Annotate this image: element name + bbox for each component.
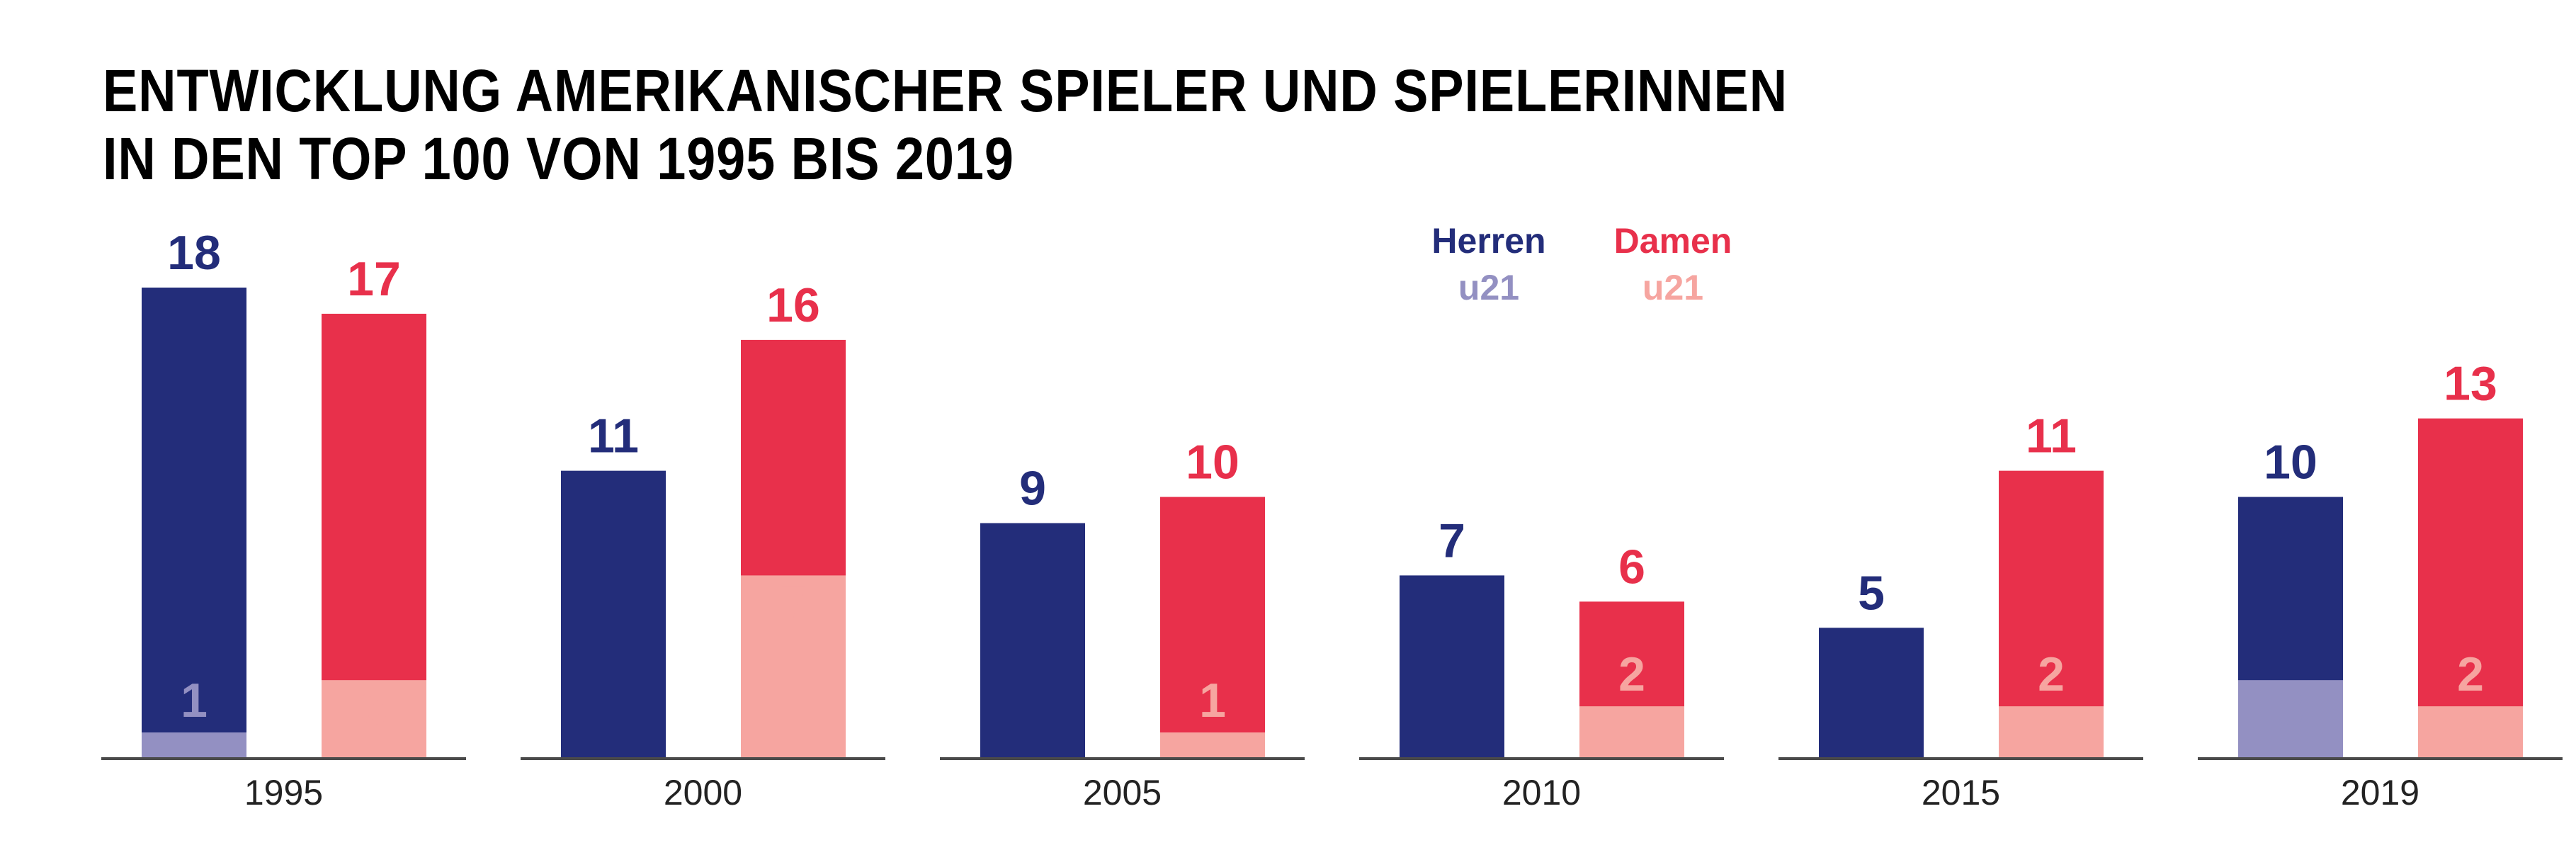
- value-label-herren-2005: 9: [1019, 462, 1046, 516]
- bar-damen-u21-2005: [1160, 732, 1265, 759]
- bar-damen-u21-2019: [2418, 706, 2523, 759]
- legend: Herren u21 Damen u21: [1431, 221, 1732, 307]
- value-label-damen-2010: 6: [1618, 540, 1645, 594]
- x-tick-label-2019: 2019: [2341, 773, 2419, 812]
- value-label-herren-2000: 11: [588, 409, 639, 463]
- bar-herren-2005: [980, 523, 1085, 759]
- legend-damen-u21: u21: [1642, 268, 1703, 307]
- bar-damen-u21-2010: [1579, 706, 1684, 759]
- bar-herren-2010: [1400, 575, 1504, 759]
- value-label-damen-2000: 16: [766, 278, 820, 332]
- value-label-herren-u21-1995: 1: [181, 674, 208, 727]
- x-tick-label-1995: 1995: [244, 773, 323, 812]
- bar-herren-u21-1995: [142, 732, 246, 759]
- title-line-2: IN DEN TOP 100 VON 1995 BIS 2019: [103, 125, 1014, 192]
- value-label-damen-u21-2005: 1: [1199, 674, 1226, 727]
- bar-damen-2005: [1160, 497, 1265, 759]
- x-tick-label-2005: 2005: [1083, 773, 1162, 812]
- bar-herren-u21-2019: [2238, 680, 2343, 759]
- labels-layer: 1995 18 1 17 3 2000 11 16 7 2005 9 10 1 2010 7 6 2 2015 5 1…: [167, 226, 2497, 812]
- bar-damen-2019: [2418, 418, 2523, 759]
- value-label-damen-u21-2019: 2: [2457, 647, 2484, 701]
- legend-herren: Herren: [1431, 221, 1545, 261]
- x-tick-label-2000: 2000: [664, 773, 742, 812]
- bar-damen-u21-2000: [741, 575, 846, 759]
- value-label-herren-2015: 5: [1858, 566, 1885, 620]
- bar-herren-1995: [142, 288, 246, 759]
- value-label-herren-2019: 10: [2264, 436, 2317, 489]
- value-label-herren-1995: 18: [167, 226, 221, 280]
- value-label-damen-2015: 11: [2026, 409, 2077, 463]
- bar-damen-u21-2015: [1999, 706, 2104, 759]
- bar-herren-2015: [1819, 628, 1924, 759]
- chart-title: ENTWICKLUNG AMERIKANISCHER SPIELER UND S…: [103, 57, 1788, 193]
- bar-damen-u21-1995: [322, 680, 426, 759]
- x-tick-label-2015: 2015: [1922, 773, 2000, 812]
- legend-damen: Damen: [1614, 221, 1732, 261]
- legend-herren-u21: u21: [1458, 268, 1519, 307]
- value-label-herren-2010: 7: [1439, 514, 1465, 567]
- value-label-herren-u21-2019: 3: [2277, 681, 2304, 735]
- bars-layer: [142, 288, 2523, 759]
- value-label-damen-2019: 13: [2444, 357, 2497, 411]
- x-tick-label-2010: 2010: [1502, 773, 1581, 812]
- value-label-damen-u21-2010: 2: [1618, 647, 1645, 701]
- bar-herren-2000: [561, 470, 666, 759]
- value-label-damen-u21-2000: 7: [780, 576, 807, 630]
- value-label-damen-2005: 10: [1186, 436, 1239, 489]
- title-line-1: ENTWICKLUNG AMERIKANISCHER SPIELER UND S…: [103, 57, 1788, 124]
- value-label-damen-1995: 17: [347, 252, 401, 306]
- value-label-damen-u21-2015: 2: [2038, 647, 2065, 701]
- value-label-damen-u21-1995: 3: [361, 681, 387, 735]
